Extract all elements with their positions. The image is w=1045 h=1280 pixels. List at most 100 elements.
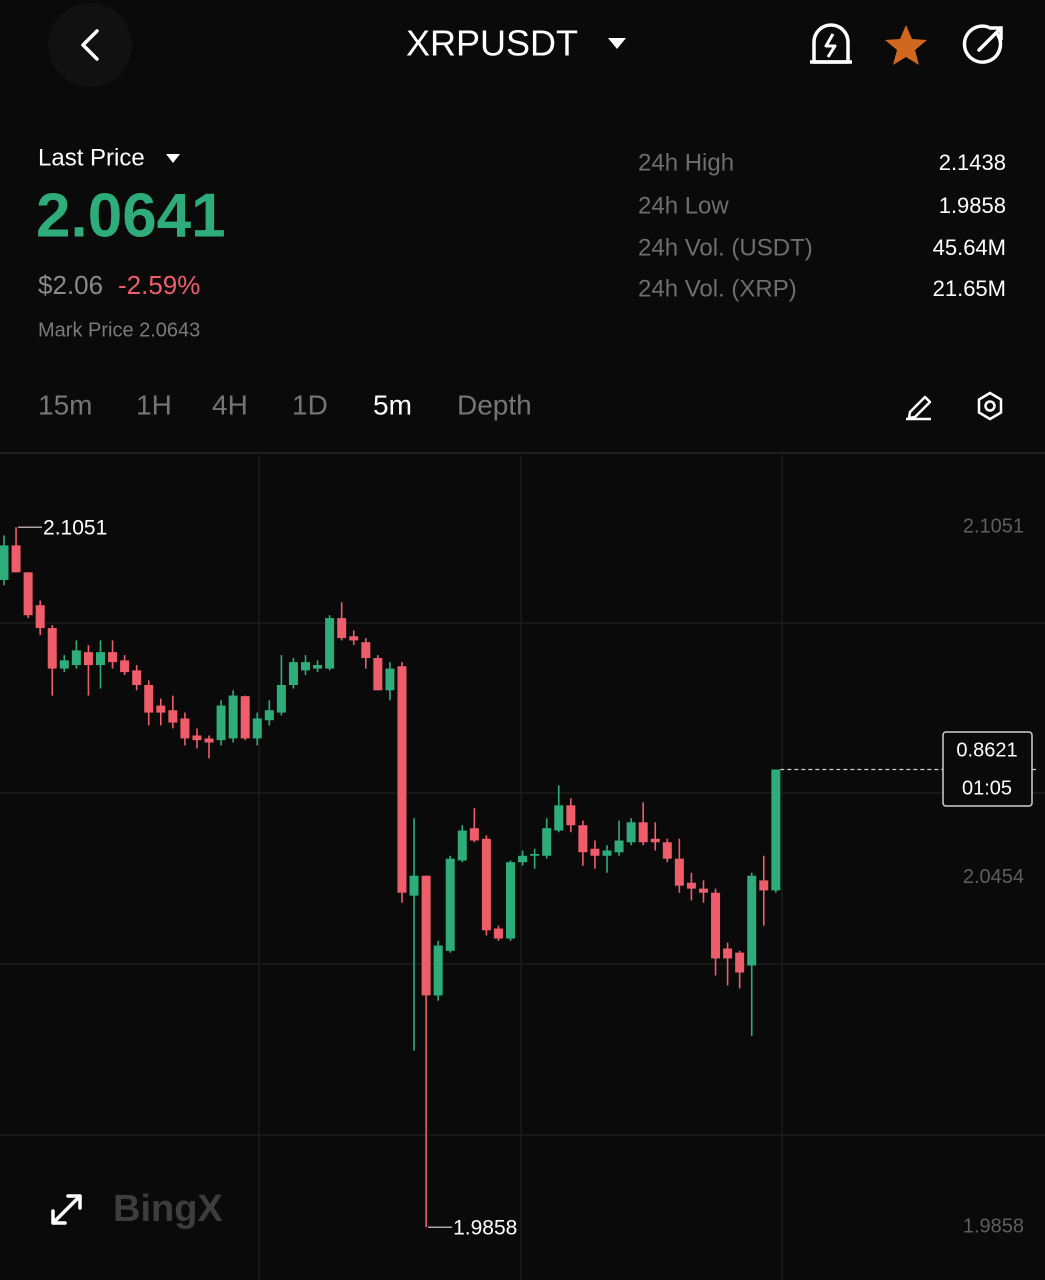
price-mode-dropdown[interactable] [166, 154, 180, 163]
extreme-marker-label: 1.9858 [453, 1217, 517, 1240]
candle-body [204, 738, 214, 743]
y-tick-label: 2.0454 [963, 866, 1024, 888]
candle-body [614, 840, 624, 853]
candle-body [301, 662, 310, 671]
settings-icon[interactable] [977, 391, 1003, 421]
candle-body [144, 685, 154, 713]
timeframe-tab[interactable]: 4H [212, 389, 248, 420]
candle-body [288, 662, 298, 686]
candle-body [132, 670, 142, 686]
stat-label: 24h High [638, 149, 734, 176]
price-tag-value: 0.8621 [956, 739, 1017, 761]
back-arrow [81, 29, 99, 61]
candle-body [156, 705, 166, 713]
pair-title[interactable]: XRPUSDT [406, 23, 578, 64]
timeframe-tab[interactable]: Depth [457, 389, 532, 420]
candle-body [626, 822, 636, 843]
share-icon[interactable] [962, 24, 1003, 64]
timeframe-tabs: 15m 1H 4H 1D 5m Depth [38, 389, 532, 420]
candle-body [771, 769, 781, 891]
candle-body [192, 735, 202, 741]
alert-bell [812, 23, 850, 64]
candle-body [735, 952, 745, 973]
price-change: -2.59% [118, 270, 200, 300]
candle-body [723, 948, 733, 959]
watermark: BingX [113, 1188, 223, 1230]
pencil [907, 395, 932, 420]
candle-chart: 2.1051 2.0454 1.9858 2.1051 1.9858 [0, 515, 1036, 1240]
share-arrow [977, 26, 1003, 52]
candle-body [35, 605, 45, 629]
favorite-star[interactable] [885, 25, 927, 65]
candle-body [506, 862, 516, 939]
timeframe-tab[interactable]: 1D [292, 389, 328, 420]
expand-arrows [51, 1194, 82, 1225]
candle-body [23, 572, 33, 616]
candle-body [337, 618, 347, 639]
candle-body [59, 660, 69, 669]
pair-dropdown[interactable] [608, 38, 626, 49]
alert-bolt [824, 33, 837, 58]
stat-value: 21.65M [933, 276, 1006, 301]
stat-value: 1.9858 [939, 193, 1006, 218]
candle-body [433, 945, 443, 996]
draw-tool-icon[interactable] [906, 395, 932, 421]
timeframe-tab[interactable]: 1H [136, 389, 172, 420]
candle-body [650, 838, 660, 843]
candle-body [638, 822, 648, 843]
price-tag: 0.8621 01:05 [942, 731, 1033, 807]
candle-body [518, 855, 528, 863]
timeframe-tab[interactable]: 15m [38, 389, 92, 420]
extreme-marker-label: 2.1051 [43, 517, 107, 540]
candle-body [554, 805, 564, 831]
candle-body [481, 838, 491, 931]
candle-body [47, 628, 57, 669]
candle-body [349, 636, 359, 641]
candle-body [240, 696, 250, 739]
candle-body [602, 850, 612, 856]
settings-hex [977, 391, 1003, 421]
candle-body [759, 880, 769, 891]
candle-body [264, 710, 274, 721]
candle-body [397, 666, 407, 893]
candle-body [530, 854, 540, 856]
candle-body [747, 875, 757, 966]
expand-icon[interactable] [51, 1194, 82, 1225]
candle-body [686, 882, 696, 889]
stats-panel: 24h High 2.1438 24h Low 1.9858 24h Vol. (USD… [638, 149, 1006, 302]
grid [0, 455, 1045, 1280]
timeframe-tab[interactable]: 5m [373, 389, 412, 420]
back-button[interactable] [48, 3, 132, 87]
candle-body [11, 545, 21, 573]
candle-body [493, 928, 503, 939]
candle-body [276, 685, 286, 713]
share-circle [962, 24, 1003, 64]
candle-body [168, 710, 178, 723]
candle-body [421, 875, 431, 996]
price-mode-label[interactable]: Last Price [38, 144, 145, 171]
candle-body [457, 830, 467, 861]
candle-body [469, 828, 479, 841]
candle-body [662, 842, 672, 859]
candle-body [71, 650, 81, 666]
alert-icon[interactable] [810, 23, 852, 64]
candle-body [361, 642, 371, 659]
settings-dot [984, 400, 996, 412]
candle-body [590, 848, 600, 856]
candle-body [83, 652, 93, 666]
candle-body [409, 875, 419, 896]
candle-body [0, 545, 9, 580]
back-button-bg [48, 3, 132, 87]
candle-body [445, 858, 455, 951]
candle-body [373, 658, 383, 691]
last-price: 2.0641 [36, 181, 226, 250]
candle-body [180, 718, 190, 739]
mark-price: Mark Price 2.0643 [38, 319, 200, 341]
candle-body [228, 695, 238, 739]
candle-body [313, 665, 323, 669]
stat-label: 24h Vol. (XRP) [638, 275, 797, 302]
stat-label: 24h Vol. (USDT) [638, 234, 813, 261]
